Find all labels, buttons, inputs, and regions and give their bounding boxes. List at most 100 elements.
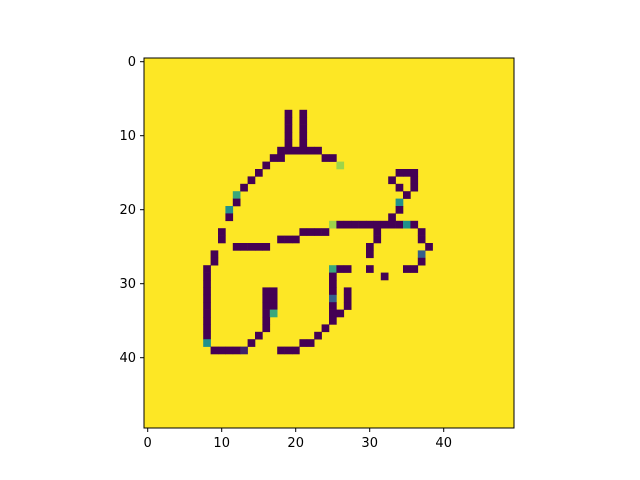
heatmap-cell [314, 146, 322, 155]
heatmap-cell [277, 346, 285, 355]
heatmap-cell [410, 183, 419, 192]
heatmap-cell [247, 339, 256, 347]
heatmap-cell [336, 265, 345, 273]
heatmap-cell [417, 235, 426, 244]
heatmap-cell [240, 183, 248, 192]
heatmap-cell [395, 183, 404, 192]
y-tick-label: 30 [119, 277, 136, 292]
plot-area [143, 57, 515, 429]
heatmap-cell [329, 280, 337, 288]
heatmap-cell [299, 139, 308, 148]
heatmap-cell [299, 109, 308, 118]
heatmap-cell [262, 243, 271, 251]
heatmap-cell [240, 243, 248, 251]
heatmap-cell [351, 220, 359, 229]
heatmap-cell [203, 265, 211, 273]
heatmap-cell [203, 294, 211, 303]
heatmap-cell [225, 346, 234, 355]
heatmap-cell [269, 154, 278, 162]
heatmap-cell [321, 228, 330, 236]
heatmap-cell [210, 346, 219, 355]
heatmap-cell [403, 191, 411, 199]
heatmap-cell [262, 294, 271, 303]
heatmap-cell [329, 317, 337, 325]
heatmap-cell [284, 124, 293, 133]
heatmap-cell [284, 117, 293, 125]
heatmap-cell [410, 176, 419, 185]
y-axis: 0 10 20 30 40 [119, 55, 144, 366]
heatmap-cell [203, 280, 211, 288]
heatmap-cell [373, 220, 382, 229]
heatmap-cell [232, 198, 241, 207]
y-tick-label: 10 [119, 129, 136, 144]
heatmap-cell [299, 146, 308, 155]
heatmap-cell [321, 154, 330, 162]
heatmap-cell [366, 220, 374, 229]
heatmap-cell [306, 339, 315, 347]
heatmap-cell [277, 146, 285, 155]
heatmap-cell [336, 309, 345, 318]
heatmap-cell [210, 257, 219, 266]
heatmap-cell [299, 228, 308, 236]
heatmap-cell [255, 243, 263, 251]
heatmap-cell [269, 309, 278, 318]
heatmap-cell [247, 243, 256, 251]
heatmap-cell [358, 220, 367, 229]
heatmap-cell [277, 235, 285, 244]
heatmap-cell [292, 235, 300, 244]
heatmap-cell [299, 117, 308, 125]
heatmap-cell [329, 294, 337, 303]
heatmap-cell [388, 213, 396, 222]
heatmap-cell [284, 109, 293, 118]
heatmap-cell [299, 339, 308, 347]
heatmap-cell [410, 169, 419, 177]
heatmap-cell [203, 309, 211, 318]
heatmap-cell [329, 309, 337, 318]
heatmap-cell [203, 317, 211, 325]
y-tick-label: 0 [128, 55, 136, 70]
heatmap-cell [203, 331, 211, 340]
heatmap-cell [314, 228, 322, 236]
heatmap-cell [262, 287, 271, 296]
heatmap-cell [373, 228, 382, 236]
heatmap-cell [284, 139, 293, 148]
heatmap-cell [284, 132, 293, 140]
heatmap-cell [388, 176, 396, 185]
heatmap-cell [269, 294, 278, 303]
heatmap-cell [329, 272, 337, 281]
heatmap-cell [343, 265, 352, 273]
y-tick-label: 40 [119, 351, 136, 366]
heatmap-cell [395, 169, 404, 177]
heatmap-cell [284, 235, 293, 244]
heatmap-cell [255, 169, 263, 177]
heatmap-cell [262, 324, 271, 333]
heatmap-cell [417, 257, 426, 266]
heatmap-cell [210, 250, 219, 259]
heatmap-cell [425, 243, 433, 251]
heatmap-cell [306, 228, 315, 236]
heatmap-cell [262, 309, 271, 318]
heatmap-cell [380, 220, 389, 229]
heatmap-cell [262, 302, 271, 310]
x-axis: 0 10 20 30 40 [144, 428, 452, 451]
heatmap-cell [292, 346, 300, 355]
x-tick-label: 30 [361, 436, 378, 451]
heatmap-cell [299, 132, 308, 140]
heatmap-cell [366, 265, 374, 273]
heatmap-cell [417, 228, 426, 236]
x-tick-label: 40 [435, 436, 452, 451]
heatmap-cell [336, 161, 345, 170]
heatmap-cell [417, 250, 426, 259]
heatmap-cell [306, 146, 315, 155]
heatmap-cells [203, 109, 433, 355]
heatmap-cell [284, 146, 293, 155]
heatmap-cell [277, 154, 285, 162]
heatmap-cell [225, 206, 234, 214]
heatmap-cell [329, 220, 337, 229]
heatmap-cell [203, 302, 211, 310]
heatmap-cell [373, 235, 382, 244]
heatmap-cell [262, 161, 271, 170]
heatmap-cell [403, 220, 411, 229]
heatmap-cell [329, 287, 337, 296]
